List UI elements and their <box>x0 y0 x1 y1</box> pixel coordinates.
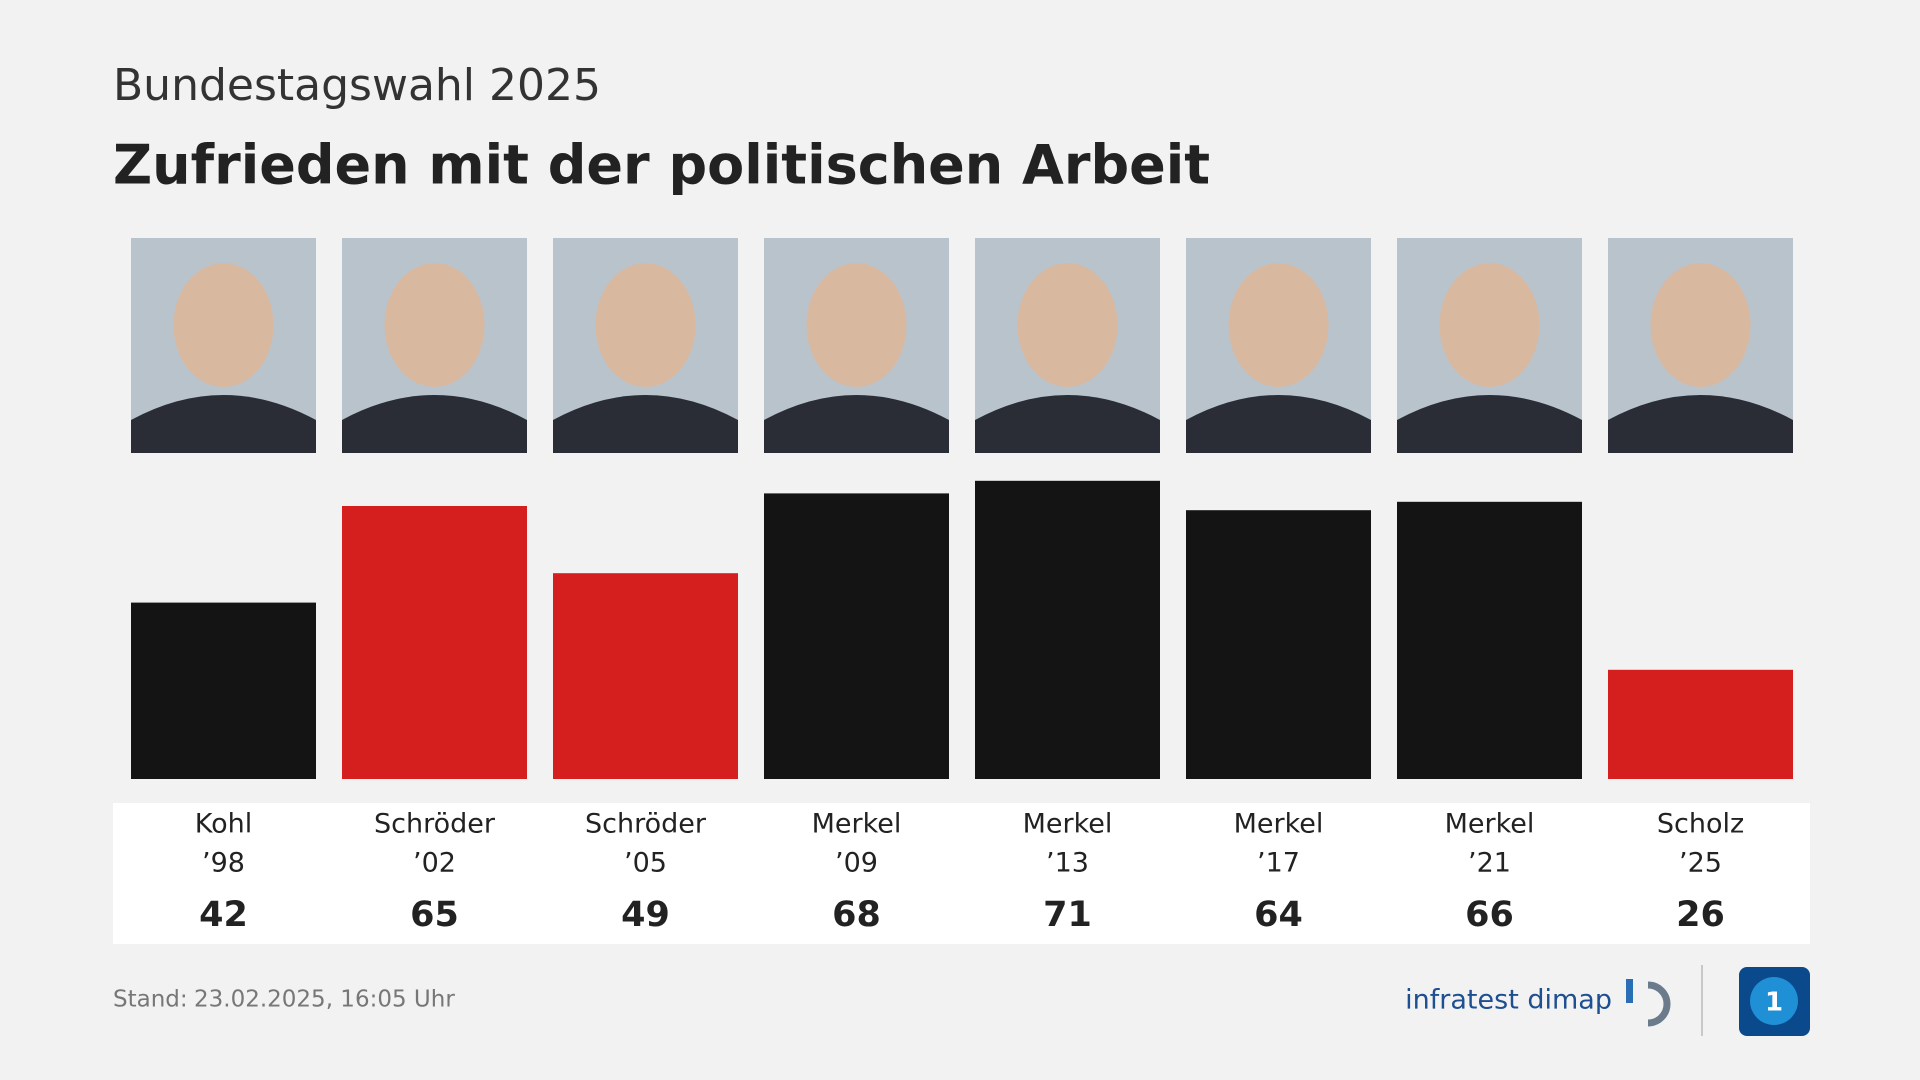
logo-circle <box>1750 977 1798 1025</box>
portrait-shoulders <box>1186 395 1371 453</box>
value-label: 42 <box>199 895 248 935</box>
category-name: Merkel <box>1445 809 1535 840</box>
logo-arc <box>1647 981 1671 1027</box>
value-label: 71 <box>1043 895 1092 935</box>
category-year: ’98 <box>202 848 245 879</box>
logo-one: 1 <box>1765 988 1783 1018</box>
source: infratest dimap <box>1405 985 1612 1016</box>
bar <box>131 602 316 779</box>
portrait-shoulders <box>1397 395 1582 453</box>
portrait-head <box>1439 263 1540 387</box>
portrait-shoulders <box>975 395 1160 453</box>
supertitle: Bundestagswahl 2025 <box>113 60 601 111</box>
bar <box>1397 501 1582 779</box>
chart-title: Zufrieden mit der politischen Arbeit <box>113 134 1210 197</box>
category-name: Merkel <box>1023 809 1113 840</box>
bar <box>975 480 1160 779</box>
category-year: ’25 <box>1679 848 1722 879</box>
tagesschau-logo: 1 <box>1739 967 1810 1036</box>
portrait-head <box>1650 263 1751 387</box>
portrait-head <box>173 263 274 387</box>
stand-label: Stand: <box>113 987 188 1013</box>
category-year: ’21 <box>1468 848 1511 879</box>
portrait-head <box>595 263 696 387</box>
value-label: 68 <box>832 895 881 935</box>
category-year: ’02 <box>413 848 456 879</box>
bar <box>553 573 738 779</box>
category-name: Schröder <box>374 809 496 840</box>
stand-date: 23.02.2025, 16:05 Uhr <box>194 987 455 1013</box>
portrait-shoulders <box>131 395 316 453</box>
infratest-logo <box>1626 979 1671 1027</box>
logo-bar <box>1626 979 1633 1003</box>
value-label: 64 <box>1254 895 1303 935</box>
category-year: ’05 <box>624 848 667 879</box>
value-label: 66 <box>1465 895 1514 935</box>
value-label: 26 <box>1676 895 1725 935</box>
category-name: Schröder <box>585 809 707 840</box>
portrait-head <box>806 263 907 387</box>
bar <box>342 506 527 779</box>
category-year: ’09 <box>835 848 878 879</box>
category-name: Scholz <box>1657 809 1744 840</box>
category-year: ’13 <box>1046 848 1089 879</box>
portrait-shoulders <box>342 395 527 453</box>
bar <box>1608 669 1793 779</box>
portrait-shoulders <box>1608 395 1793 453</box>
value-label: 65 <box>410 895 459 935</box>
portrait-shoulders <box>553 395 738 453</box>
value-label: 49 <box>621 895 670 935</box>
category-year: ’17 <box>1257 848 1300 879</box>
label-panel <box>113 803 1810 944</box>
portrait-head <box>1228 263 1329 387</box>
category-name: Merkel <box>812 809 902 840</box>
portrait-head <box>384 263 485 387</box>
bar <box>1186 510 1371 779</box>
portrait-head <box>1017 263 1118 387</box>
portrait-shoulders <box>764 395 949 453</box>
bar <box>764 493 949 779</box>
category-name: Kohl <box>195 809 253 840</box>
category-name: Merkel <box>1234 809 1324 840</box>
